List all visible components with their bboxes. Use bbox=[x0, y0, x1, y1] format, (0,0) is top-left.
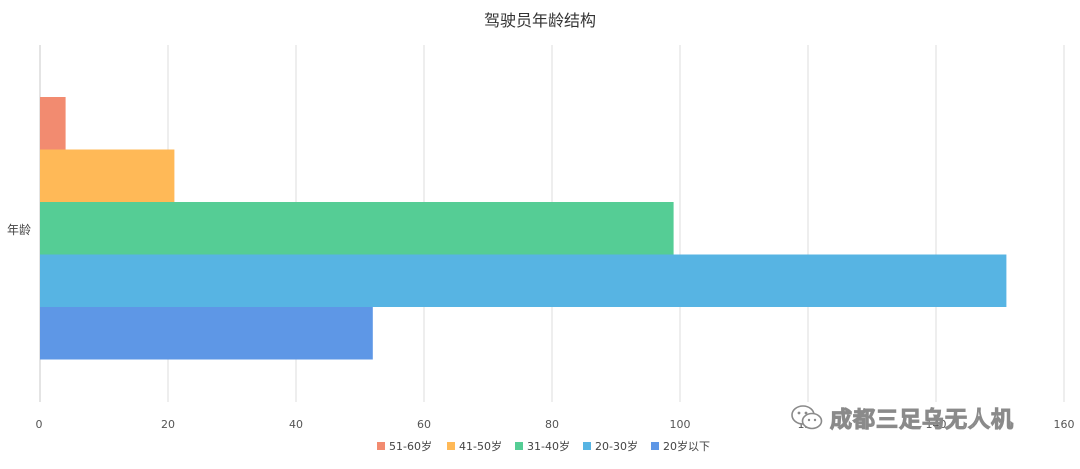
legend-swatch bbox=[515, 442, 523, 450]
legend-swatch bbox=[447, 442, 455, 450]
watermark-text: 成都三足乌无人机 bbox=[829, 408, 1015, 434]
legend-item: 41-50岁 bbox=[447, 439, 502, 453]
category-label: 年龄 bbox=[7, 223, 31, 237]
chart-title: 驾驶员年龄结构 bbox=[484, 11, 596, 30]
bar-41-50岁 bbox=[40, 149, 175, 202]
legend-item: 20岁以下 bbox=[651, 439, 710, 453]
legend-item: 51-60岁 bbox=[377, 439, 432, 453]
legend-label: 51-60岁 bbox=[389, 439, 432, 453]
x-tick-label: 60 bbox=[417, 418, 431, 431]
x-tick-label: 160 bbox=[1054, 418, 1075, 431]
bars bbox=[40, 97, 1007, 360]
bar-31-40岁 bbox=[40, 202, 674, 255]
legend-label: 20岁以下 bbox=[663, 439, 710, 453]
x-tick-label: 40 bbox=[289, 418, 303, 431]
legend-swatch bbox=[583, 442, 591, 450]
legend-label: 41-50岁 bbox=[459, 439, 502, 453]
x-tick-label: 100 bbox=[670, 418, 691, 431]
bar-51-60岁 bbox=[40, 97, 66, 150]
legend-item: 20-30岁 bbox=[583, 439, 638, 453]
legend-swatch bbox=[377, 442, 385, 450]
legend: 51-60岁 41-50岁 31-40岁 20-30岁 20岁以下 bbox=[377, 439, 710, 453]
x-tick-label: 140 bbox=[926, 418, 947, 431]
bar-20岁以下 bbox=[40, 307, 373, 360]
bar-20-30岁 bbox=[40, 254, 1007, 307]
wechat-icon bbox=[791, 405, 823, 430]
legend-label: 31-40岁 bbox=[527, 439, 570, 453]
x-tick-label: 0 bbox=[36, 418, 43, 431]
legend-swatch bbox=[651, 442, 659, 450]
legend-label: 20-30岁 bbox=[595, 439, 638, 453]
x-tick-label: 20 bbox=[161, 418, 175, 431]
legend-item: 31-40岁 bbox=[515, 439, 570, 453]
x-tick-label: 80 bbox=[545, 418, 559, 431]
watermark: 成都三足乌无人机 bbox=[790, 402, 1014, 434]
